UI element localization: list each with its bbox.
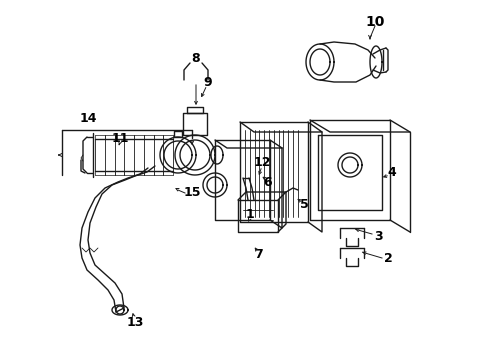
Text: 11: 11 [111,131,129,144]
Text: 10: 10 [366,15,385,29]
Text: 3: 3 [374,230,382,243]
Text: 4: 4 [388,166,396,179]
Text: 12: 12 [253,156,271,168]
Text: 14: 14 [79,112,97,125]
Text: 5: 5 [299,198,308,211]
Text: 15: 15 [183,186,201,199]
Text: 13: 13 [126,315,144,328]
Text: 9: 9 [204,76,212,89]
Text: 6: 6 [264,175,272,189]
Text: 7: 7 [254,248,262,261]
Text: 8: 8 [192,51,200,64]
Text: 2: 2 [384,252,392,265]
Text: 1: 1 [245,208,254,221]
